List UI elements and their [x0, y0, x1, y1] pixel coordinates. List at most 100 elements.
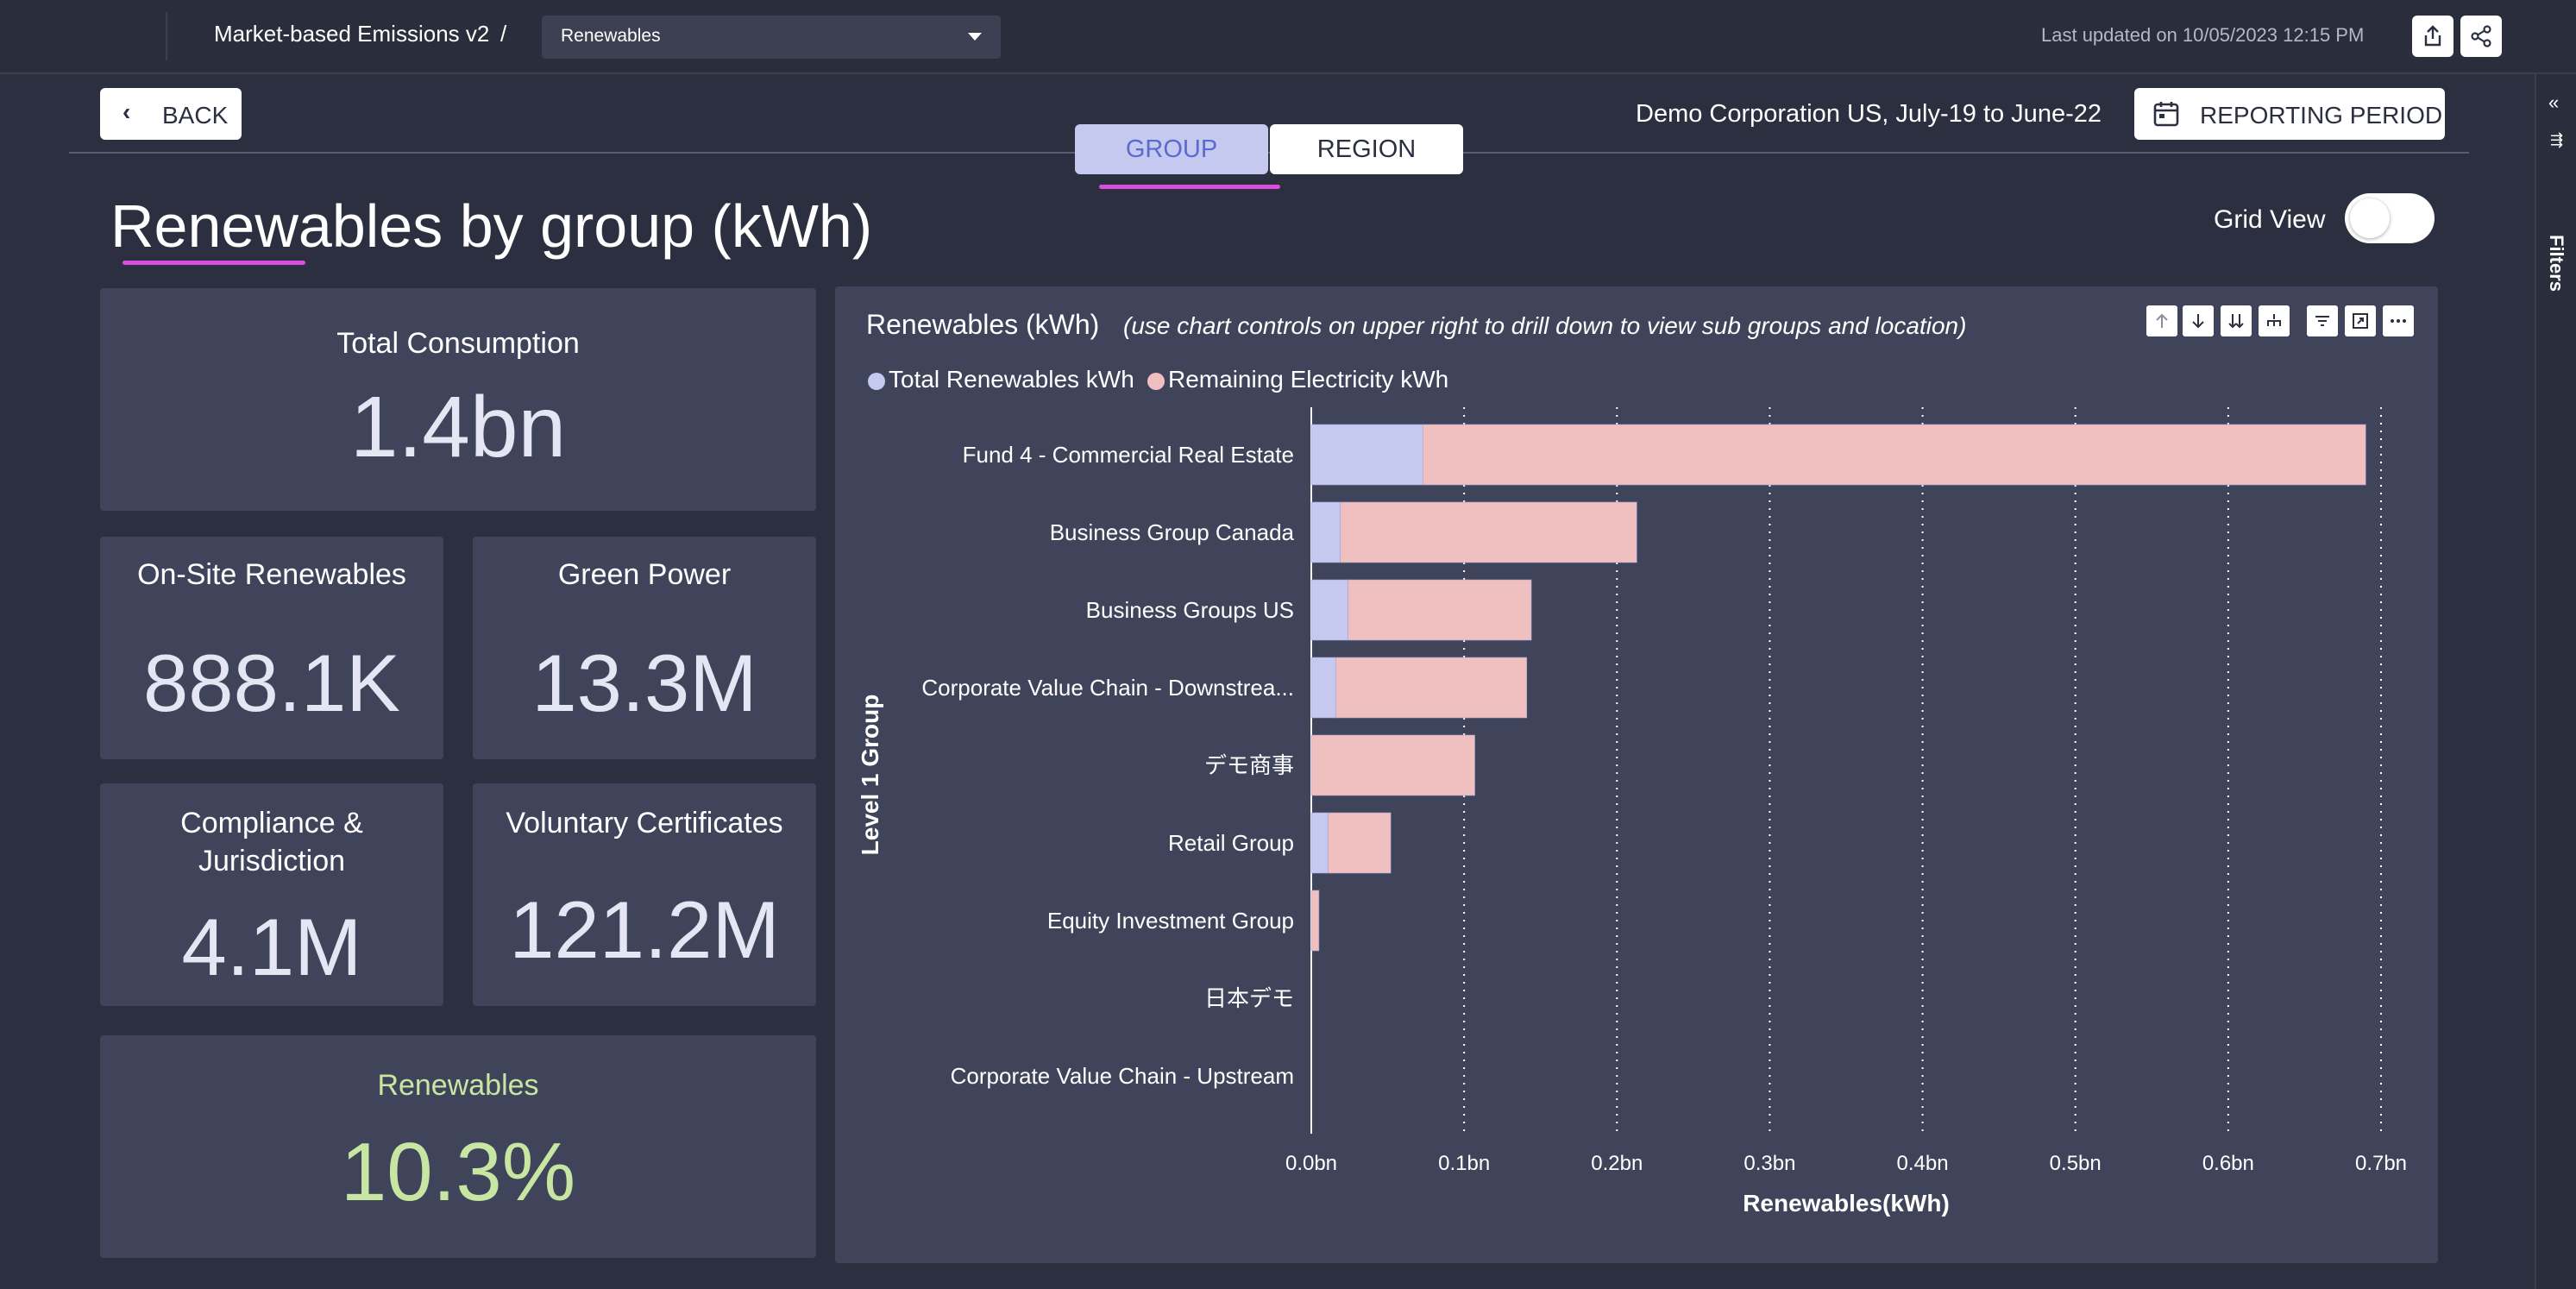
category-label: Business Groups US	[1086, 597, 1294, 623]
double-arrow-down-icon	[2228, 314, 2244, 329]
back-label: BACK	[162, 102, 229, 129]
card-voluntary-certificates: Voluntary Certificates 121.2M	[473, 783, 816, 1006]
dashboard-select[interactable]: Renewables	[542, 16, 1001, 59]
grid-view-label: Grid View	[2214, 205, 2326, 234]
card-label: Voluntary Certificates	[506, 807, 783, 839]
x-tick-label: 0.7bn	[2355, 1152, 2407, 1175]
category-label: Corporate Value Chain - Upstream	[951, 1063, 1294, 1089]
filters-label[interactable]: Filters	[2546, 235, 2567, 292]
breadcrumb-separator: /	[500, 21, 507, 47]
card-value: 1.4bn	[349, 379, 567, 475]
x-tick-label: 0.4bn	[1897, 1152, 1949, 1175]
back-button[interactable]: ‹ BACK	[100, 88, 242, 140]
breadcrumb-dashboard[interactable]: Market-based Emissions v2	[214, 21, 490, 47]
more-icon	[2391, 319, 2406, 323]
expand-all-button[interactable]	[2221, 305, 2252, 336]
drill-up-button[interactable]	[2146, 305, 2177, 336]
bar-segment	[1310, 734, 1475, 796]
report-context: Demo Corporation US, July-19 to June-22	[1636, 100, 2102, 128]
filters-rail[interactable]: « ⇶ Filters	[2535, 74, 2576, 1289]
grid-view-toggle[interactable]	[2345, 193, 2435, 243]
arrow-up-icon	[2156, 313, 2168, 328]
active-tab-indicator	[1099, 185, 1280, 189]
category-label: Retail Group	[1168, 830, 1294, 856]
last-updated-text: Last updated on 10/05/2023 12:15 PM	[2041, 24, 2365, 46]
x-tick-label: 0.1bn	[1438, 1152, 1490, 1175]
arrow-down-icon	[2192, 314, 2204, 329]
topbar-divider	[166, 12, 167, 60]
hierarchy-button[interactable]	[2259, 305, 2290, 336]
x-axis-title: Renewables(kWh)	[1743, 1190, 1950, 1217]
bar-segment	[1310, 812, 1329, 874]
export-button[interactable]	[2412, 16, 2453, 57]
category-label: Business Group Canada	[1050, 519, 1295, 545]
y-axis-title: Level 1 Group	[857, 695, 883, 856]
filter-lines-icon	[2315, 316, 2329, 326]
card-label: Renewables	[377, 1069, 539, 1102]
filter-button[interactable]	[2307, 305, 2338, 336]
bar-segment	[1310, 890, 1320, 952]
bar-segment	[1340, 501, 1637, 563]
bar-segment	[1423, 424, 2366, 486]
chevron-left-icon: ‹	[123, 98, 131, 125]
card-label-line1: Compliance &	[180, 807, 363, 839]
title-accent	[123, 261, 305, 265]
card-label: On-Site Renewables	[137, 558, 406, 591]
collapse-icon[interactable]: «	[2548, 91, 2560, 113]
chart-subtitle: (use chart controls on upper right to dr…	[1123, 312, 1967, 339]
legend-label-renewables[interactable]: Total Renewables kWh	[889, 366, 1134, 393]
category-label: 日本デモ	[1204, 985, 1294, 1011]
calendar-icon	[2153, 102, 2179, 127]
card-value: 4.1M	[181, 902, 362, 992]
category-label: Corporate Value Chain - Downstrea...	[921, 675, 1294, 701]
filter-icon: ⇶	[2550, 131, 2564, 148]
category-label: Fund 4 - Commercial Real Estate	[963, 442, 1294, 468]
bar-segment	[1328, 812, 1392, 874]
focus-mode-button[interactable]	[2345, 305, 2376, 336]
share-button[interactable]	[2460, 16, 2502, 57]
card-total-consumption: Total Consumption 1.4bn	[100, 288, 816, 511]
dashboard-select-value: Renewables	[561, 26, 661, 46]
card-renewables-share: Renewables 10.3%	[100, 1035, 816, 1258]
page-title: Renewables by group (kWh)	[110, 192, 873, 260]
expand-icon	[2353, 313, 2368, 329]
reporting-period-button[interactable]: REPORTING PERIOD	[2134, 88, 2445, 140]
bar-chart: 0.0bn 0.1bn 0.2bn 0.3bn 0.4bn 0.5bn 0.6bn 0.7bn…	[857, 407, 2407, 1217]
toggle-knob	[2350, 198, 2390, 238]
bar-segment	[1310, 424, 1423, 486]
hierarchy-icon	[2267, 314, 2281, 326]
x-tick-label: 0.5bn	[2050, 1152, 2102, 1175]
category-label: デモ商事	[1204, 752, 1294, 778]
bar-segment	[1348, 579, 1532, 641]
more-options-button[interactable]	[2383, 305, 2414, 336]
card-label: Green Power	[557, 558, 732, 591]
x-tick-label: 0.2bn	[1591, 1152, 1643, 1175]
card-value: 888.1K	[143, 638, 400, 728]
card-green-power: Green Power 13.3M	[473, 537, 816, 759]
card-value: 13.3M	[531, 638, 757, 728]
card-onsite-renewables: On-Site Renewables 888.1K	[100, 537, 443, 759]
bar-segment	[1310, 501, 1341, 563]
chart-title: Renewables (kWh)	[866, 309, 1100, 340]
tab-region[interactable]: REGION	[1270, 124, 1463, 174]
card-value: 10.3%	[340, 1126, 576, 1218]
x-tick-label: 0.0bn	[1285, 1152, 1337, 1175]
card-value: 121.2M	[509, 884, 780, 975]
export-icon	[2424, 25, 2441, 47]
legend-label-remaining[interactable]: Remaining Electricity kWh	[1168, 366, 1449, 393]
bar-segment	[1310, 579, 1348, 641]
header-divider	[69, 152, 2469, 154]
card-label: Total Consumption	[336, 327, 580, 360]
tab-group[interactable]: GROUP	[1075, 124, 1268, 174]
card-label-line2: Jurisdiction	[198, 845, 346, 877]
top-bar: Market-based Emissions v2 / Renewables L…	[0, 0, 2576, 74]
bar-segment	[1310, 657, 1336, 719]
x-tick-label: 0.6bn	[2202, 1152, 2254, 1175]
share-icon	[2471, 25, 2491, 47]
category-label: Equity Investment Group	[1047, 908, 1294, 934]
card-compliance-jurisdiction: Compliance & Jurisdiction 4.1M	[100, 783, 443, 1006]
chart-panel: Renewables (kWh) (use chart controls on …	[835, 286, 2438, 1263]
reporting-period-label: REPORTING PERIOD	[2200, 102, 2443, 129]
drill-down-button[interactable]	[2183, 305, 2214, 336]
legend-swatch-renewables	[868, 373, 885, 390]
